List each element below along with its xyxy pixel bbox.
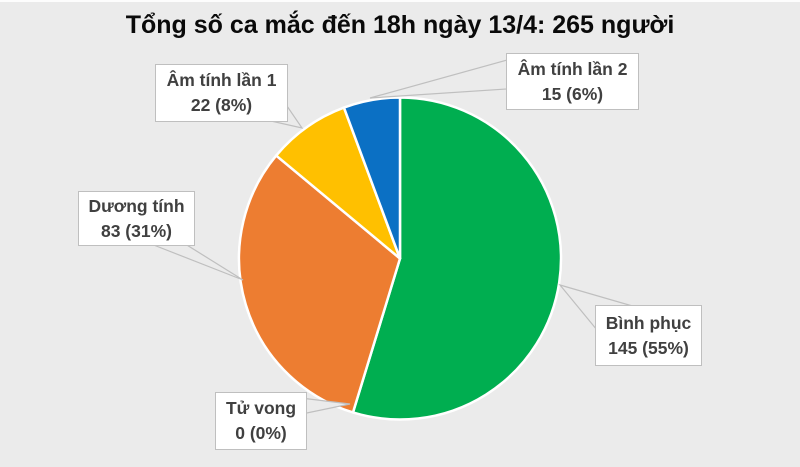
pie-slice-duong-tinh	[237, 154, 402, 414]
chart-title: Tổng số ca mắc đến 18h ngày 13/4: 265 ng…	[125, 11, 675, 39]
callout-value: 0 (0%)	[235, 423, 287, 443]
callout-duong-tinh: Dương tính 83 (31%)	[78, 191, 195, 246]
callout-category: Âm tính lần 2	[517, 58, 628, 79]
callout-binh-phuc: Bình phục 145 (55%)	[595, 305, 702, 366]
callout-tu-vong: Tử vong 0 (0%)	[215, 392, 307, 450]
callout-category: Bình phục	[605, 312, 692, 333]
callout-am-tinh-lan-2: Âm tính lần 2 15 (6%)	[506, 53, 639, 110]
leader-am-tinh-lan-2	[369, 59, 508, 99]
pie-slice-am-tinh-lan-2	[342, 96, 402, 260]
pie-slice-binh-phuc	[351, 96, 563, 421]
callout-value: 145 (55%)	[608, 337, 689, 358]
leader-duong-tinh	[145, 241, 244, 281]
callout-category: Âm tính lần 1	[166, 70, 277, 90]
callout-category: Dương tính	[88, 195, 185, 216]
callout-value: 15 (6%)	[541, 83, 604, 104]
callout-value: 22 (8%)	[190, 95, 253, 115]
callout-value: 83 (31%)	[100, 220, 172, 241]
callout-category: Tử vong	[225, 398, 297, 418]
pie-slices-group	[237, 96, 563, 421]
callout-am-tinh-lan-1: Âm tính lần 1 22 (8%)	[155, 64, 288, 122]
